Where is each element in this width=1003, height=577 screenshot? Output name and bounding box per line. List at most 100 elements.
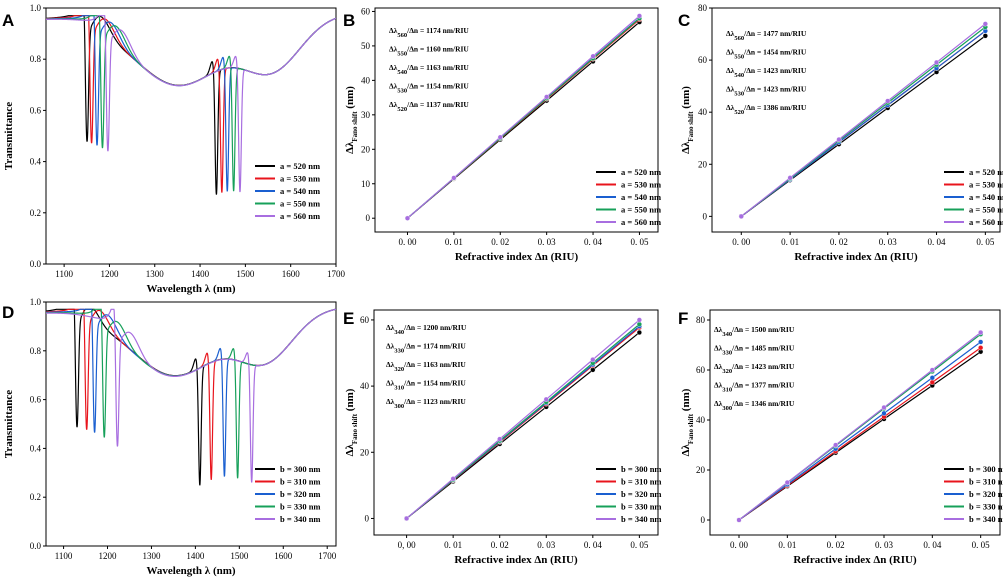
annotation-subscript: 540 xyxy=(397,69,407,76)
x-tick-label: 0. 05 xyxy=(630,237,649,247)
plot-frame xyxy=(709,309,1001,536)
data-point xyxy=(784,479,790,486)
y-tick-label: 0 xyxy=(701,515,706,525)
legend-label: b = 320 nm xyxy=(969,489,1003,499)
legend-label: a = 550 nm xyxy=(969,205,1003,215)
annotation-symbol: Δλ xyxy=(714,399,723,408)
y-axis-label-main: Δλ xyxy=(344,141,356,154)
annotation-value: /Δn = 1154 nm/RIU xyxy=(406,82,469,91)
y-axis-label: ΔλFano shift (nm) xyxy=(344,388,359,456)
data-point xyxy=(929,375,935,381)
legend-label: b = 310 nm xyxy=(969,477,1003,487)
panel-C: C 0. 00 0. 01 0. 02 0. 03 0. 04 0. 05 0 20 40 60 80… xyxy=(678,3,1003,263)
panel-label: B xyxy=(343,11,355,30)
data-point xyxy=(978,345,984,351)
panel-F: F 0. 00 0. 01 0. 02 0. 03 0. 04 0. 05 0 20 40 60 80… xyxy=(678,309,1003,566)
x-tick-label: 1300 xyxy=(142,551,161,561)
annotation-subscript: 530 xyxy=(734,90,744,97)
legend-label: b = 330 nm xyxy=(969,502,1003,512)
y-tick-label: 0.2 xyxy=(30,208,41,218)
data-point xyxy=(404,215,411,221)
sensitivity-annotation: Δλ340/Δn = 1500 nm/RIU xyxy=(714,325,795,338)
plot-frame xyxy=(45,301,337,547)
data-point xyxy=(933,59,940,66)
data-point xyxy=(451,175,457,181)
x-tick-label: 0. 02 xyxy=(491,540,509,550)
y-tick-label: 30 xyxy=(361,110,371,120)
sensitivity-annotation: Δλ330/Δn = 1174 nm/RIU xyxy=(386,342,466,355)
y-axis-label-unit: (nm) xyxy=(680,86,692,112)
x-tick-label: 1200 xyxy=(99,551,118,561)
y-tick-label: 60 xyxy=(360,315,370,325)
annotation-value: /Δn = 1454 nm/RIU xyxy=(743,48,807,57)
legend-label: a = 550 nm xyxy=(280,199,320,209)
y-axis-label: ΔλFano shift (nm) xyxy=(680,388,695,456)
annotation-symbol: Δλ xyxy=(389,45,398,54)
sensitivity-annotation: Δλ560/Δn = 1174 nm/RIU xyxy=(389,26,469,39)
legend-label: a = 520 nm xyxy=(280,161,320,171)
x-axis-label: Refractive index Δn (RIU) xyxy=(794,251,918,263)
y-tick-label: 50 xyxy=(361,41,371,51)
annotation-value: /Δn = 1163 nm/RIU xyxy=(406,63,469,72)
y-tick-label: 0.0 xyxy=(30,259,42,269)
annotation-value: /Δn = 1423 nm/RIU xyxy=(743,85,807,94)
y-tick-label: 0.2 xyxy=(30,492,41,502)
y-axis-label-sub: Fano shift xyxy=(687,413,695,444)
data-point xyxy=(881,404,887,411)
y-tick-label: 0.4 xyxy=(30,443,42,453)
panel-label: E xyxy=(343,309,354,328)
y-tick-label: 10 xyxy=(361,179,371,189)
y-axis-label-unit: (nm) xyxy=(344,388,356,414)
x-tick-label: 0. 01 xyxy=(445,237,463,247)
annotation-subscript: 310 xyxy=(394,384,404,391)
annotation-value: /Δn = 1485 nm/RIU xyxy=(731,344,795,353)
data-point xyxy=(929,367,935,373)
x-tick-label: 0. 00 xyxy=(732,237,751,247)
legend-label: a = 550 nm xyxy=(621,205,661,215)
y-tick-label: 60 xyxy=(698,55,708,65)
annotation-subscript: 560 xyxy=(734,35,744,42)
panel-label: A xyxy=(2,11,14,30)
series-line-5 xyxy=(740,23,986,217)
x-tick-label: 1400 xyxy=(186,551,205,561)
y-axis-label: ΔλFano shift (nm) xyxy=(344,86,359,154)
data-point xyxy=(833,442,839,448)
x-tick-label: 0. 05 xyxy=(976,237,995,247)
x-tick-label: 0. 03 xyxy=(538,237,557,247)
series-line-2 xyxy=(46,308,336,480)
y-tick-label: 0 xyxy=(703,211,708,221)
y-tick-label: 40 xyxy=(696,415,706,425)
annotation-value: /Δn = 1160 nm/RIU xyxy=(406,45,469,54)
y-axis-label: Transmittance xyxy=(3,102,15,170)
annotation-symbol: Δλ xyxy=(386,379,395,388)
annotation-value: /Δn = 1500 nm/RIU xyxy=(731,325,795,334)
annotation-symbol: Δλ xyxy=(386,360,395,369)
x-tick-label: 0. 01 xyxy=(444,540,462,550)
legend-label: a = 530 nm xyxy=(280,174,320,184)
series-line-5 xyxy=(46,15,336,193)
data-point xyxy=(590,357,596,363)
x-tick-label: 0. 01 xyxy=(781,237,799,247)
annotation-value: /Δn = 1346 nm/RIU xyxy=(731,399,795,408)
data-point xyxy=(450,476,456,482)
plot-frame xyxy=(711,7,1001,233)
y-tick-label: 40 xyxy=(361,75,371,85)
data-point xyxy=(543,396,549,402)
x-tick-label: 1100 xyxy=(55,269,73,279)
series-line-5 xyxy=(46,308,336,483)
data-point xyxy=(787,175,793,181)
annotation-symbol: Δλ xyxy=(714,362,723,371)
y-tick-label: 0.8 xyxy=(30,346,42,356)
y-tick-label: 1.0 xyxy=(30,3,42,13)
legend-label: a = 540 nm xyxy=(621,192,661,202)
y-axis-label-main: Δλ xyxy=(344,444,356,457)
x-axis-label: Wavelength λ (nm) xyxy=(146,565,235,577)
annotation-symbol: Δλ xyxy=(386,323,395,332)
annotation-value: /Δn = 1377 nm/RIU xyxy=(731,381,795,390)
sensitivity-annotation: Δλ300/Δn = 1123 nm/RIU xyxy=(386,397,466,410)
annotation-value: /Δn = 1386 nm/RIU xyxy=(743,103,807,112)
data-point xyxy=(978,339,984,345)
x-tick-label: 0. 04 xyxy=(923,540,942,550)
legend-label: a = 560 nm xyxy=(621,217,661,227)
annotation-subscript: 560 xyxy=(397,32,407,39)
